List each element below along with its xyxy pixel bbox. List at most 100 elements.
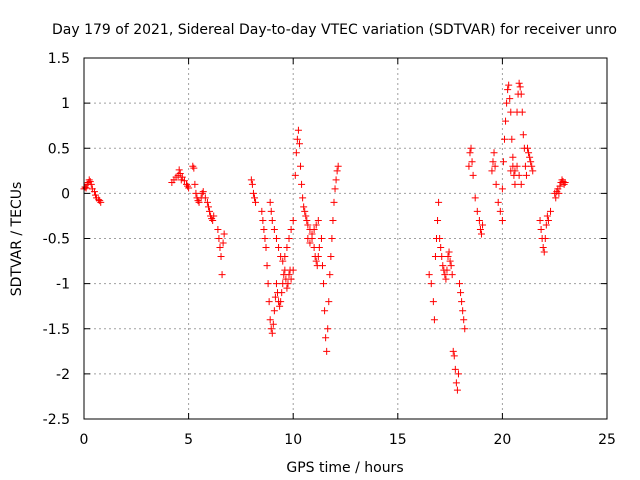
data-point: [326, 271, 334, 279]
data-point: [504, 86, 512, 94]
y-tick-label: -0.5: [43, 232, 70, 248]
data-point: [265, 298, 273, 306]
data-point: [263, 262, 271, 270]
data-point: [511, 180, 519, 188]
data-point: [308, 230, 316, 238]
data-point: [287, 275, 295, 283]
data-point: [456, 280, 464, 288]
data-point: [281, 253, 289, 261]
data-point: [502, 117, 510, 125]
data-point: [479, 221, 487, 229]
data-point: [461, 325, 469, 333]
data-point: [210, 212, 218, 220]
data-point: [444, 253, 452, 261]
data-point: [301, 207, 309, 215]
data-point: [97, 198, 105, 206]
data-point: [508, 135, 516, 143]
data-point: [278, 289, 286, 297]
data-point: [325, 298, 333, 306]
y-tick-label: -2.5: [43, 412, 70, 428]
data-point: [219, 239, 227, 247]
data-point: [189, 162, 197, 170]
data-point: [458, 298, 466, 306]
data-point: [492, 180, 500, 188]
data-point: [438, 253, 446, 261]
data-point: [184, 182, 192, 190]
data-point: [332, 176, 340, 184]
data-point: [322, 334, 330, 342]
data-point: [291, 171, 299, 179]
data-point: [306, 239, 314, 247]
data-point: [201, 194, 209, 202]
data-point: [312, 257, 320, 265]
data-point: [498, 216, 506, 224]
data-point: [266, 198, 274, 206]
data-point: [517, 180, 525, 188]
data-point: [511, 167, 519, 175]
data-point: [315, 244, 323, 252]
data-point: [334, 162, 342, 170]
data-point: [540, 248, 548, 256]
data-point: [555, 189, 563, 197]
data-point: [178, 173, 186, 181]
data-point: [515, 171, 523, 179]
data-point: [267, 207, 275, 215]
data-point: [449, 347, 457, 355]
data-point: [333, 167, 341, 175]
grid-lines: [84, 58, 607, 419]
data-point: [477, 230, 485, 238]
data-point: [442, 275, 450, 283]
data-point: [488, 167, 496, 175]
data-point: [289, 266, 297, 274]
data-point: [249, 189, 257, 197]
data-point: [441, 271, 449, 279]
data-point: [261, 235, 269, 242]
data-point: [252, 198, 260, 206]
data-point: [260, 225, 268, 233]
data-points: [80, 79, 569, 394]
y-tick-label: 1.5: [48, 51, 70, 67]
chart-title: Day 179 of 2021, Sidereal Day-to-day VTE…: [52, 22, 617, 38]
data-point: [503, 99, 511, 107]
data-point: [561, 179, 569, 187]
data-point: [185, 184, 193, 192]
data-point: [203, 198, 211, 206]
data-point: [328, 235, 336, 242]
data-point: [270, 225, 278, 233]
data-point: [446, 257, 454, 265]
data-point: [312, 221, 320, 229]
plot-frame: [83, 57, 608, 420]
data-point: [310, 225, 318, 233]
data-point: [528, 162, 536, 170]
data-point: [496, 207, 504, 215]
x-tick-label: 25: [598, 432, 616, 448]
x-tick-label: 15: [389, 432, 407, 448]
data-point: [556, 182, 564, 190]
data-point: [300, 203, 308, 211]
data-point: [87, 180, 95, 188]
data-point: [215, 235, 223, 242]
data-point: [331, 185, 339, 193]
data-point: [542, 221, 550, 229]
data-point: [321, 307, 329, 315]
data-point: [283, 284, 291, 292]
data-point: [183, 180, 191, 188]
data-point: [195, 198, 203, 206]
data-point: [206, 207, 214, 215]
data-point: [85, 176, 93, 184]
data-point: [471, 194, 479, 202]
y-tick-label: -1.5: [43, 322, 70, 338]
data-point: [176, 170, 184, 178]
data-point: [191, 180, 199, 188]
data-point: [431, 253, 439, 261]
data-point: [447, 262, 455, 270]
data-point: [293, 135, 301, 143]
x-tick-label: 5: [184, 432, 193, 448]
data-point: [298, 180, 306, 188]
data-point: [287, 225, 295, 233]
data-point: [507, 108, 515, 116]
data-point: [499, 158, 507, 166]
data-point: [302, 212, 310, 220]
data-point: [198, 189, 206, 197]
